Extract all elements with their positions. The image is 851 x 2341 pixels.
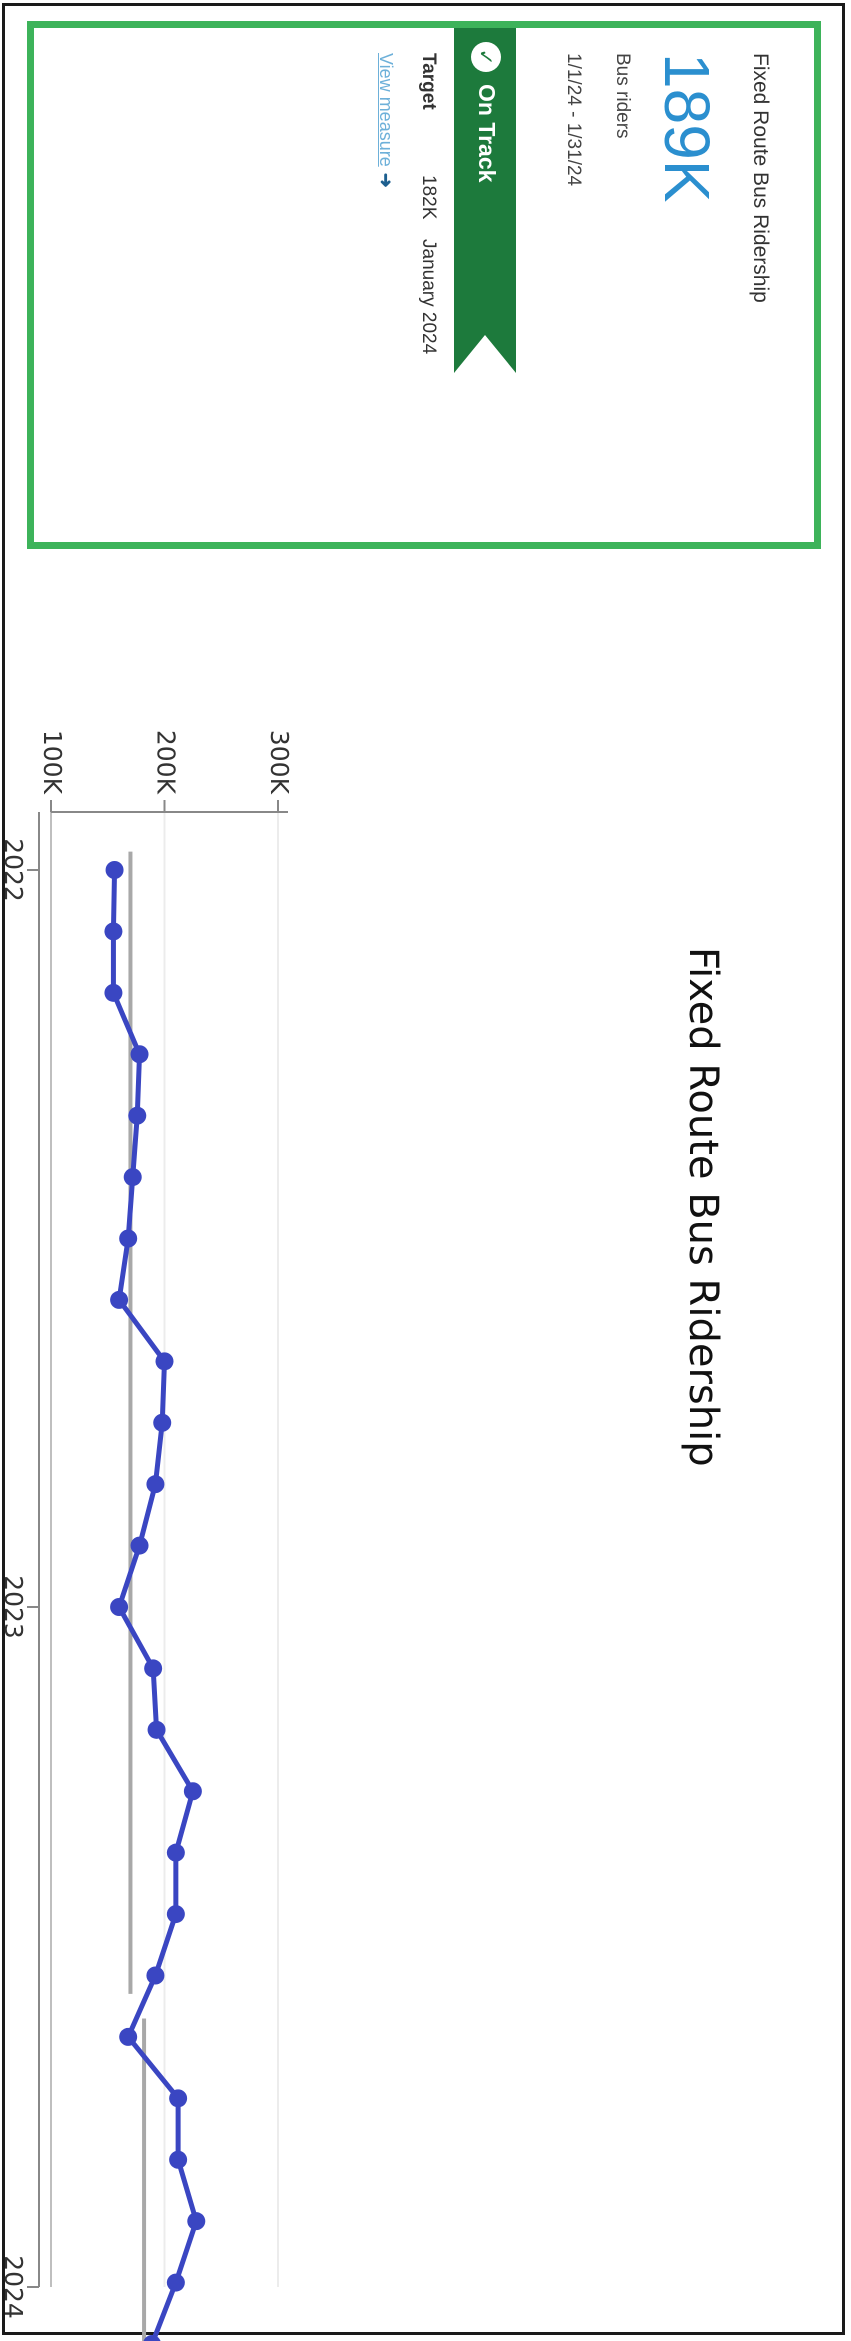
data-point — [130, 1536, 149, 1555]
data-point — [153, 1413, 172, 1432]
data-point — [119, 1229, 138, 1248]
data-point — [169, 2150, 188, 2169]
data-point — [169, 2089, 188, 2108]
data-point — [130, 1045, 149, 1064]
x-tick-label: 2023 — [0, 1575, 28, 1639]
data-point — [128, 1106, 147, 1125]
data-point — [110, 1290, 129, 1309]
y-tick-label: 200K — [152, 730, 181, 795]
data-point — [187, 2212, 206, 2231]
y-tick-label: 100K — [38, 730, 67, 795]
data-point — [155, 1352, 174, 1371]
data-point — [104, 922, 123, 941]
y-tick-label: 300K — [265, 730, 294, 795]
data-point — [183, 1782, 202, 1801]
x-tick-label: 2022 — [0, 838, 28, 902]
data-point — [110, 1598, 129, 1616]
data-point — [104, 983, 123, 1002]
data-point — [144, 1659, 163, 1678]
data-point — [119, 2027, 138, 2046]
x-tick-label: 2024 — [0, 2255, 28, 2319]
data-point — [146, 1475, 165, 1494]
data-point — [166, 1843, 185, 1862]
data-point — [166, 1905, 185, 1924]
data-point — [146, 1966, 165, 1985]
data-point — [143, 2335, 162, 2341]
data-point — [105, 861, 124, 879]
data-point — [123, 1168, 142, 1187]
ridership-line-chart: 100K 200K 300K 2022 2023 2024 — [0, 730, 294, 2341]
data-point — [147, 1720, 166, 1739]
data-point — [166, 2273, 185, 2292]
